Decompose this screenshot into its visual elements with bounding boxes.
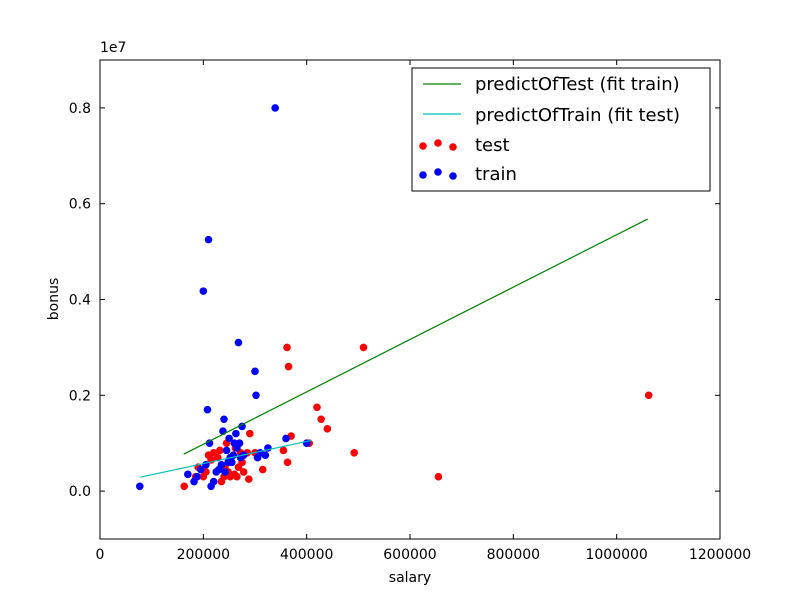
legend-label-test: test [475,135,510,156]
point-train [238,422,246,431]
x-tick-label: 0 [96,547,105,563]
legend-marker-train [449,172,457,180]
axis-ticks: 0 200000 400000 600000 800000 1000000 1200000 0… [69,60,751,563]
point-train [205,439,214,448]
x-tick-label: 200000 [177,547,230,563]
point-test [245,475,253,483]
legend-label-predict-of-train: predictOfTrain (fit test) [475,105,680,126]
legend-marker-train [434,168,442,176]
point-train [232,429,240,438]
point-train [271,104,279,112]
point-train [222,446,231,455]
point-train [193,472,201,481]
point-test [233,472,241,481]
point-test [317,415,325,424]
point-train [235,439,244,448]
legend-marker-test [419,142,427,150]
legend-marker-train [419,171,427,179]
legend-marker-test [449,143,457,151]
point-test [214,453,222,462]
x-axis-label: salary [389,570,431,586]
point-test [239,468,248,476]
point-test [434,472,443,481]
point-train [204,235,213,244]
point-train [227,458,236,467]
point-train [184,470,192,479]
y-tick-label: 0.8 [69,101,91,117]
point-test [350,448,359,457]
point-test [216,446,224,455]
x-tick-label: 1200000 [689,547,751,563]
legend-frame [411,67,711,192]
point-test [180,482,189,491]
legend: predictOfTest (fit train) predictOfTrain… [411,67,711,192]
point-test [279,446,288,455]
point-train [217,460,226,469]
point-train [261,451,270,459]
y-tick-label: 0.2 [69,388,91,404]
x-tick-label: 1000000 [585,547,647,563]
point-test [359,343,368,352]
x-tick-label: 600000 [383,547,436,563]
y-offset-label: 1e7 [100,40,126,56]
y-axis-label: bonus [46,278,62,321]
point-test [644,391,653,400]
point-train [252,391,260,400]
point-train [135,482,144,491]
legend-marker-test [434,139,442,147]
plot-marks [135,104,653,491]
y-tick-label: 0.6 [69,197,91,213]
point-train [209,477,218,486]
legend-label-train: train [475,164,517,185]
point-train [221,468,229,476]
line-predict-of-test [183,218,648,455]
point-train [220,415,228,424]
point-test [284,362,293,371]
legend-label-predict-of-test: predictOfTest (fit train) [475,74,680,95]
point-test [323,425,332,433]
x-tick-label: 800000 [487,547,540,563]
point-train [203,405,212,414]
point-train [234,338,243,347]
point-train [196,465,205,474]
y-tick-label: 0.0 [69,484,91,500]
point-test [246,429,254,438]
point-train [225,434,233,443]
point-test [258,465,267,474]
point-train [199,287,208,295]
line-predict-of-train [140,439,312,478]
point-train [282,434,290,443]
point-test [283,458,292,467]
point-train [251,367,259,376]
x-tick-label: 400000 [280,547,333,563]
y-tick-label: 0.4 [69,293,91,309]
point-test [283,343,291,352]
point-test [313,403,321,412]
